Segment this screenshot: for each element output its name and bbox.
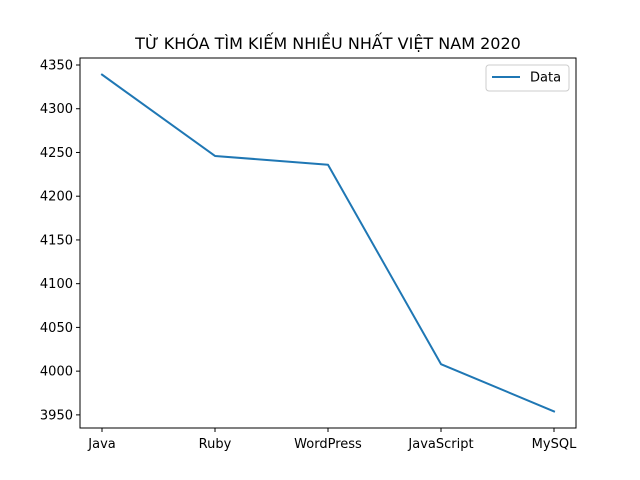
y-tick-label: 4250 (40, 146, 73, 161)
x-tick-label: Java (87, 437, 115, 452)
x-tick-label: WordPress (294, 437, 362, 452)
y-tick-label: 3950 (40, 408, 73, 423)
series-layer (100, 73, 556, 413)
y-tick-label: 4200 (40, 190, 73, 205)
legend-label: Data (530, 71, 561, 86)
chart-title: TỪ KHÓA TÌM KIẾM NHIỀU NHẤT VIỆT NAM 202… (134, 32, 521, 53)
legend-box (485, 64, 570, 92)
y-tick-label: 4100 (40, 277, 73, 292)
x-tick-label: JavaScript (407, 437, 473, 452)
x-axis: Java Ruby WordPress JavaScript MySQL (87, 428, 577, 452)
x-tick-label: Ruby (199, 437, 232, 452)
legend: Data (485, 64, 570, 92)
y-tick-label: 4300 (40, 102, 73, 117)
y-tick-label: 4150 (40, 233, 73, 248)
plot-area (79, 57, 577, 429)
y-tick-label: 4000 (40, 365, 73, 380)
y-tick-label: 4050 (40, 321, 73, 336)
x-tick-label: MySQL (532, 437, 577, 452)
y-tick-label: 4350 (40, 58, 73, 73)
y-axis: 3950 4000 4050 4100 4150 4200 4250 4300 4350 (40, 58, 80, 423)
